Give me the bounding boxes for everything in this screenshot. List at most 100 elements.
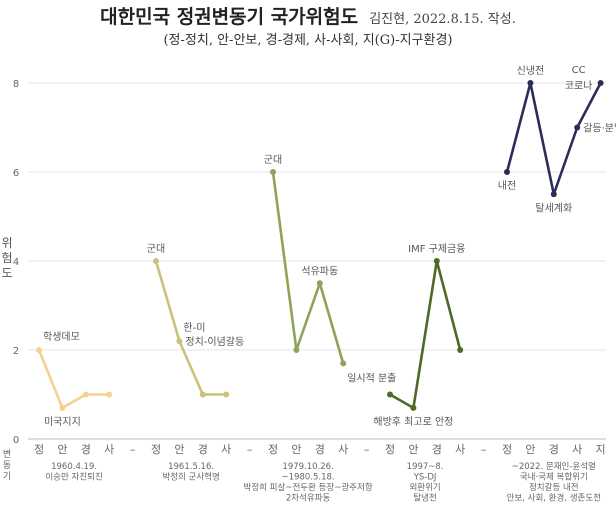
chart-subtitle: (정-정치, 안-안보, 경-경제, 사-사회, 지(G)-지구환경): [163, 33, 453, 48]
annotation: 갈등·분열: [583, 122, 616, 135]
annotation: 코로나: [565, 80, 593, 92]
y-tick-label: 0: [13, 435, 19, 446]
data-point: [223, 391, 230, 398]
period-caption: 안보, 사회, 환경, 생존도전: [507, 493, 601, 504]
series-line: [271, 171, 345, 364]
data-point: [153, 258, 159, 264]
annotation: 내전: [498, 180, 516, 192]
x-tick-label: 경: [81, 443, 91, 456]
y-tick-label: 2: [13, 346, 19, 357]
x-tick-label: 사: [338, 443, 348, 456]
period-caption: 탈냉전: [413, 493, 436, 504]
x-tick-label: 경: [315, 443, 325, 456]
y-tick-label: 4: [13, 257, 19, 268]
data-point: [387, 391, 393, 398]
x-axis-label-char: 동: [2, 461, 12, 471]
x-tick-label: 정: [151, 443, 161, 456]
series-line: [389, 259, 462, 410]
period-caption: 정치갈등 내전: [529, 482, 579, 493]
period-caption: 외환위기: [409, 482, 440, 493]
series-line: [505, 81, 602, 196]
annotation: 군대: [147, 243, 165, 255]
annotation: 신냉전: [517, 65, 545, 77]
series-line: [37, 349, 110, 410]
x-tick-label: 안: [174, 443, 184, 456]
x-tick-label: 안: [291, 443, 301, 456]
x-tick-label: 안: [408, 443, 418, 456]
data-point: [176, 338, 183, 345]
annotation: 석유파동: [301, 265, 338, 277]
x-tick-label: –: [481, 443, 487, 456]
x-tick-label: 사: [455, 443, 465, 456]
data-point: [597, 80, 604, 86]
x-tick-label: 정: [502, 443, 512, 456]
annotation: IMF 구제금융: [408, 243, 465, 255]
data-point: [270, 169, 276, 175]
x-tick-label: 정: [268, 443, 278, 456]
x-tick-label: 사: [104, 443, 114, 456]
x-axis-label-char: 기: [2, 472, 12, 482]
data-point: [59, 404, 66, 411]
period-caption: 1979.10.26.: [282, 462, 333, 472]
period-caption: 이승만 자진퇴진: [45, 472, 102, 483]
y-axis-label: 위 험 도: [0, 236, 14, 281]
x-tick-label: 정: [385, 443, 395, 456]
data-point: [550, 191, 557, 198]
series-line: [154, 260, 227, 396]
data-point: [527, 80, 534, 86]
period-caption: 1961.5.16.: [168, 462, 214, 472]
x-tick-label: 사: [572, 443, 582, 456]
period-caption: YS-DJ: [413, 473, 437, 483]
data-point: [457, 347, 464, 353]
annotation: 일시적 분출: [347, 372, 396, 384]
y-axis-label-char: 험: [1, 251, 13, 265]
x-tick-label: –: [247, 443, 253, 456]
x-tick-label: 지: [596, 443, 606, 456]
data-point: [106, 391, 113, 398]
period-caption: 박정희 피살~전두환 등장~광주저항: [244, 482, 373, 493]
period-caption: ~1980.5.18.: [282, 473, 335, 483]
x-tick-label: 경: [432, 443, 442, 456]
data-point: [433, 258, 440, 264]
chart-title: 대한민국 정권변동기 국가위험도 김진현, 2022.8.15. 작성.: [0, 2, 616, 29]
data-point: [36, 347, 42, 353]
x-tick-label: 정: [34, 443, 44, 456]
x-axis-label: 변 동 기: [0, 450, 14, 483]
period-caption: 국내·국제 복합위기: [520, 473, 588, 483]
data-point: [340, 360, 347, 367]
x-tick-label: 안: [525, 443, 535, 456]
annotation: CC: [572, 65, 586, 76]
annotation: 한-미: [183, 322, 205, 334]
y-axis-label-char: 위: [1, 236, 13, 250]
title-main: 대한민국 정권변동기 국가위험도: [100, 6, 359, 28]
data-point: [316, 280, 323, 287]
x-tick-label: –: [364, 443, 370, 456]
x-tick-label: 경: [549, 443, 559, 456]
x-tick-label: 안: [57, 443, 67, 456]
y-tick-label: 6: [13, 168, 19, 179]
title-author: 김진현, 2022.8.15. 작성.: [369, 12, 516, 27]
x-axis-label-char: 변: [2, 450, 12, 460]
period-caption: 1960.4.19.: [51, 462, 97, 472]
annotation: 정치-이념갈등: [185, 335, 244, 348]
data-point: [504, 169, 510, 175]
period-caption: ~2022. 문재인-윤석열: [512, 461, 596, 472]
annotation: 군대: [264, 154, 282, 166]
x-tick-label: 경: [198, 443, 208, 456]
data-point: [293, 347, 300, 353]
period-caption: 1997~8.: [407, 462, 444, 472]
period-caption: 2차석유파동: [286, 493, 331, 504]
data-point: [410, 404, 417, 411]
annotation: 탈세계화: [535, 201, 572, 214]
data-point: [82, 391, 89, 398]
data-point: [199, 391, 206, 398]
annotation: 미국지지: [44, 416, 81, 428]
annotation: 해방후 최고로 안정: [373, 415, 453, 428]
period-caption: 박정희 군사혁명: [162, 472, 219, 483]
data-point: [574, 124, 581, 131]
y-axis-label-char: 도: [1, 266, 13, 280]
annotation: 학생데모: [43, 331, 80, 343]
y-tick-label: 8: [13, 79, 19, 90]
x-tick-label: –: [130, 443, 136, 456]
